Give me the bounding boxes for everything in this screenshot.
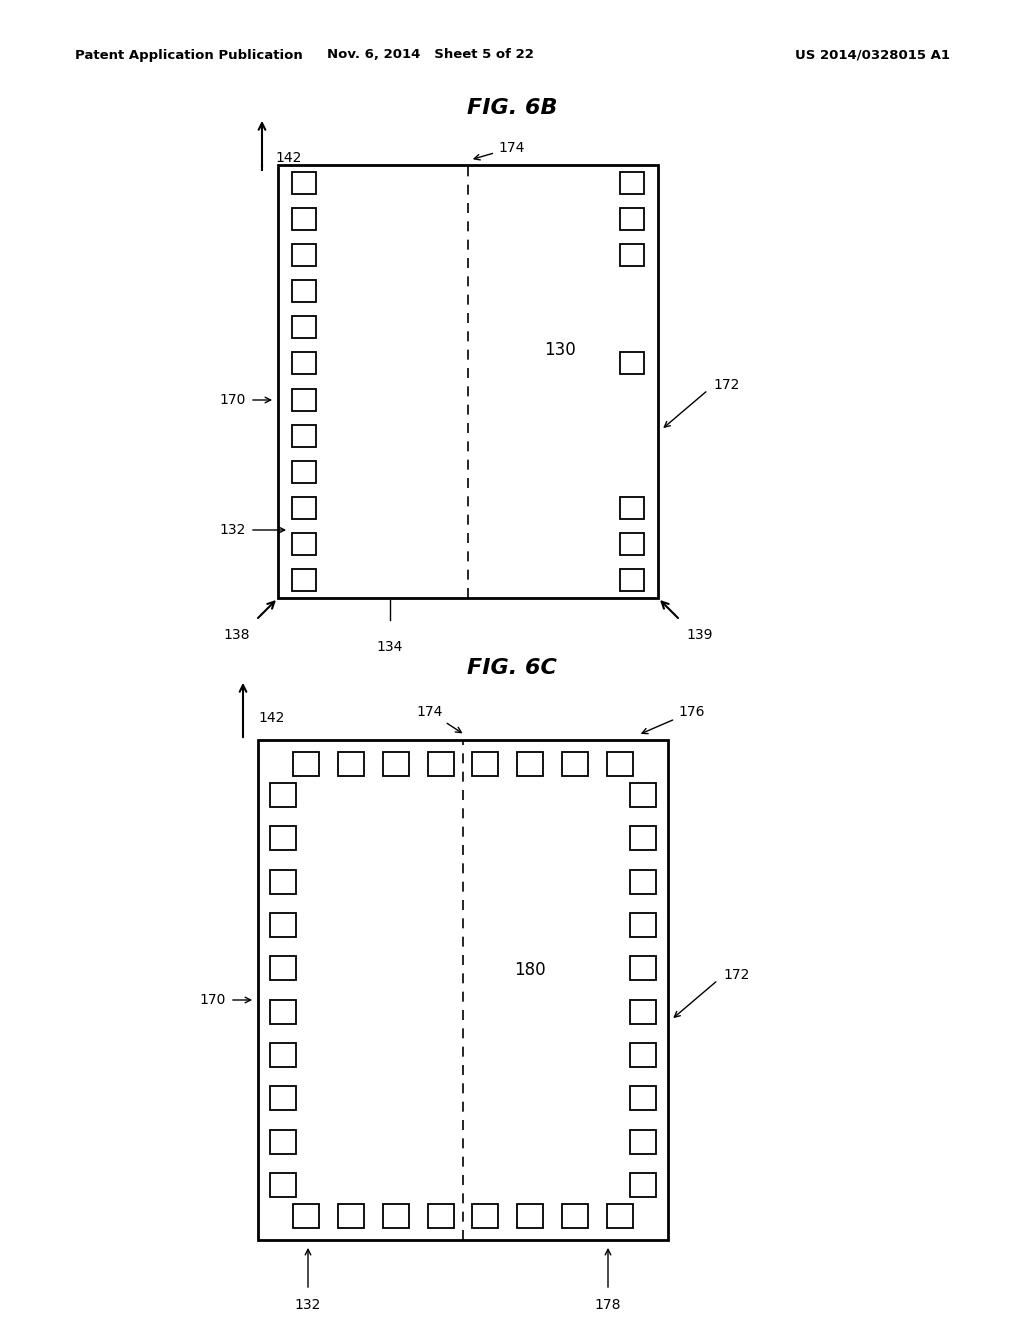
Bar [630, 1086, 656, 1110]
Bar [292, 569, 316, 591]
Bar [620, 209, 644, 230]
Bar [293, 752, 319, 776]
Bar [630, 999, 656, 1024]
Text: 130: 130 [544, 341, 575, 359]
Bar [292, 496, 316, 519]
Bar [472, 752, 499, 776]
Bar [620, 352, 644, 375]
Bar [270, 826, 296, 850]
Bar [630, 913, 656, 937]
Text: 170: 170 [219, 393, 246, 407]
Bar [292, 461, 316, 483]
Bar [292, 280, 316, 302]
Bar [472, 1204, 499, 1228]
Bar [292, 352, 316, 375]
Bar [258, 741, 668, 1239]
Bar [517, 752, 544, 776]
Bar [292, 172, 316, 194]
Bar [620, 533, 644, 554]
Bar [620, 244, 644, 267]
Bar [270, 1173, 296, 1197]
Bar [338, 1204, 364, 1228]
Text: US 2014/0328015 A1: US 2014/0328015 A1 [795, 49, 950, 62]
Bar [292, 425, 316, 446]
Bar [270, 783, 296, 807]
Bar [270, 1086, 296, 1110]
Bar [630, 956, 656, 981]
Bar [428, 1204, 454, 1228]
Bar [292, 533, 316, 554]
Text: 180: 180 [514, 961, 546, 979]
Bar [562, 1204, 588, 1228]
Bar [292, 388, 316, 411]
Bar [270, 1130, 296, 1154]
Bar [270, 913, 296, 937]
Bar [630, 783, 656, 807]
Bar [630, 1130, 656, 1154]
Text: 172: 172 [723, 968, 750, 982]
Bar [270, 999, 296, 1024]
Bar [383, 752, 409, 776]
Text: Patent Application Publication: Patent Application Publication [75, 49, 303, 62]
Text: 172: 172 [713, 378, 739, 392]
Bar [630, 1043, 656, 1067]
Bar [630, 870, 656, 894]
Bar [428, 752, 454, 776]
Text: 138: 138 [223, 628, 250, 642]
Bar [383, 1204, 409, 1228]
Text: FIG. 6C: FIG. 6C [467, 657, 557, 678]
Text: Nov. 6, 2014   Sheet 5 of 22: Nov. 6, 2014 Sheet 5 of 22 [327, 49, 534, 62]
Bar [630, 1173, 656, 1197]
Bar [607, 752, 633, 776]
Bar [517, 1204, 544, 1228]
Text: 139: 139 [686, 628, 713, 642]
Text: 170: 170 [200, 993, 226, 1007]
Bar [278, 165, 658, 598]
Bar [607, 1204, 633, 1228]
Text: 174: 174 [417, 705, 462, 733]
Bar [620, 496, 644, 519]
Text: 132: 132 [295, 1298, 322, 1312]
Bar [270, 870, 296, 894]
Bar [292, 209, 316, 230]
Bar [630, 826, 656, 850]
Text: 142: 142 [258, 711, 285, 725]
Text: FIG. 6B: FIG. 6B [467, 98, 557, 117]
Text: 174: 174 [474, 141, 524, 160]
Text: 176: 176 [642, 705, 705, 734]
Bar [620, 569, 644, 591]
Text: 142: 142 [275, 150, 301, 165]
Bar [338, 752, 364, 776]
Bar [270, 1043, 296, 1067]
Bar [292, 317, 316, 338]
Text: 132: 132 [219, 523, 246, 537]
Text: 134: 134 [377, 640, 403, 653]
Bar [292, 244, 316, 267]
Bar [620, 172, 644, 194]
Bar [293, 1204, 319, 1228]
Bar [270, 956, 296, 981]
Bar [562, 752, 588, 776]
Text: 178: 178 [595, 1298, 622, 1312]
